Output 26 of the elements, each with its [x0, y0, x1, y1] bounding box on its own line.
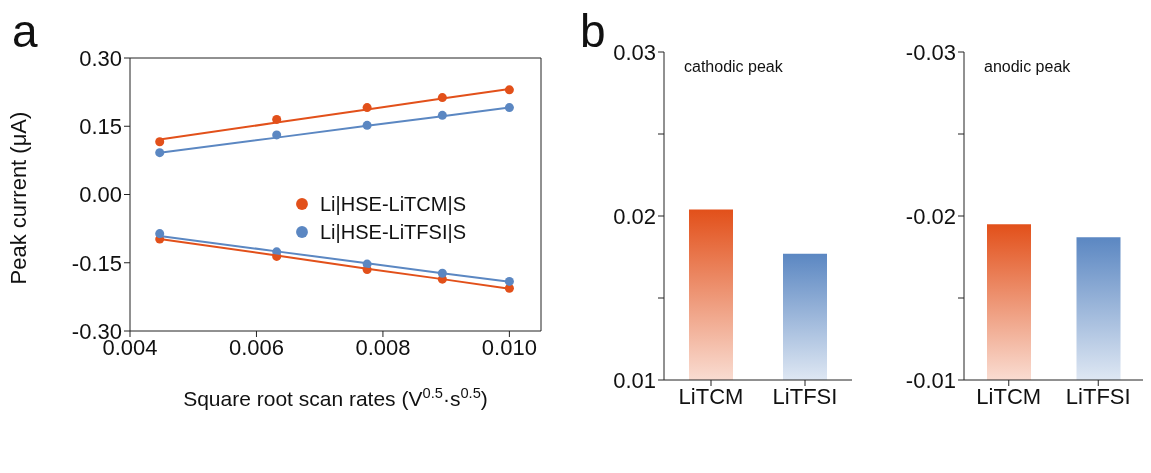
point — [155, 229, 165, 239]
x-tick-label: LiTFSI — [772, 383, 838, 409]
text: a — [12, 5, 38, 57]
y-tick-label: 0.00 — [79, 182, 122, 208]
y-tick-label: 0.02 — [613, 203, 656, 229]
x-tick-label: 0.006 — [228, 334, 284, 360]
y-tick-label: -0.03 — [905, 39, 956, 65]
x-tick-label: LiTCM — [976, 383, 1042, 409]
text: b — [580, 5, 606, 57]
x-tick-label: LiTCM — [678, 383, 744, 409]
y-tick-label: -0.01 — [905, 367, 956, 393]
legend-label: Li|HSE-LiTCM|S — [320, 192, 466, 216]
y-tick-label: 0.03 — [613, 39, 656, 65]
chart-title: cathodic peak — [684, 58, 783, 76]
y-tick-label: 0.15 — [79, 114, 122, 140]
legend-label: Li|HSE-LiTFSI|S — [320, 220, 466, 244]
y-tick-label: 0.01 — [613, 367, 656, 393]
x-axis-title: Square root scan rates (V$^{0.5}$·s$^{0.5}$) — [183, 385, 488, 410]
x-tick-label: 0.010 — [481, 334, 537, 360]
y-tick-label: 0.30 — [79, 45, 122, 71]
y-axis-title: Peak current (μA) — [5, 111, 31, 285]
y-tick-label: -0.02 — [905, 203, 956, 229]
x-tick-label: LiTFSI — [1065, 383, 1131, 409]
chart-title: anodic peak — [984, 58, 1071, 76]
x-tick-label: 0.008 — [355, 334, 411, 360]
y-tick-label: -0.15 — [71, 250, 122, 276]
